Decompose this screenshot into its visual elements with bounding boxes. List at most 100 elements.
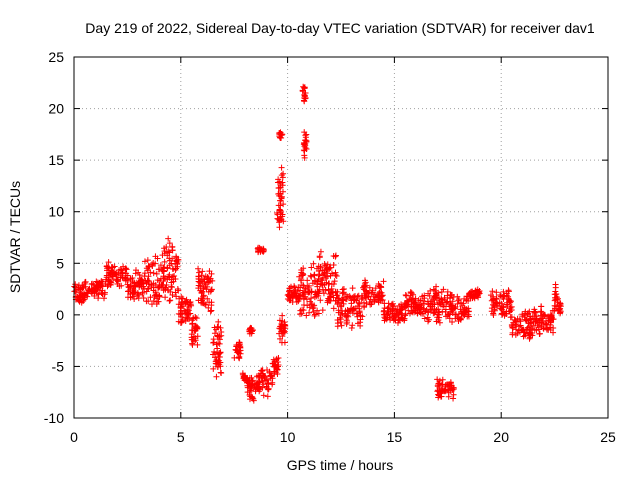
data-point [330, 261, 337, 268]
data-point [402, 291, 409, 298]
data-point [432, 293, 439, 300]
data-point [394, 306, 401, 313]
data-point [171, 273, 178, 280]
data-point [322, 275, 329, 282]
data-point [210, 365, 217, 372]
data-point [216, 359, 223, 366]
data-point [446, 382, 453, 389]
data-point [517, 322, 524, 329]
data-point [164, 265, 171, 272]
data-point [127, 275, 134, 282]
x-tick-label: 15 [387, 429, 403, 445]
data-point [538, 309, 545, 316]
data-point [347, 308, 354, 315]
plot-frame [73, 56, 609, 419]
data-point [435, 391, 442, 398]
data-point [537, 308, 544, 315]
data-point [332, 253, 339, 260]
data-point [446, 315, 453, 322]
data-point [259, 368, 266, 375]
data-point [301, 129, 308, 136]
data-point [308, 264, 315, 271]
data-point [303, 312, 310, 319]
data-point [279, 188, 286, 195]
data-point [72, 284, 79, 291]
data-point [511, 316, 518, 323]
data-point [300, 265, 307, 272]
y-tick-label: 15 [48, 152, 64, 168]
data-point [516, 323, 523, 330]
data-point [277, 184, 284, 191]
data-point [163, 281, 170, 288]
data-point [218, 328, 225, 335]
data-point [208, 287, 215, 294]
data-point [264, 393, 271, 400]
data-point [322, 286, 329, 293]
data-point [256, 373, 263, 380]
data-point [174, 286, 181, 293]
data-point [194, 333, 201, 340]
data-point [338, 322, 345, 329]
data-point [360, 299, 367, 306]
data-point [444, 298, 451, 305]
data-point [273, 356, 280, 363]
data-point [298, 276, 305, 283]
data-point [459, 303, 466, 310]
data-point [301, 154, 308, 161]
data-point [439, 308, 446, 315]
data-point [448, 302, 455, 309]
data-point [162, 274, 169, 281]
data-point [489, 288, 496, 295]
data-point [536, 331, 543, 338]
data-point [474, 292, 481, 299]
data-point [207, 308, 214, 315]
y-tick-label: -5 [52, 358, 65, 374]
data-point [556, 299, 563, 306]
data-point [125, 294, 132, 301]
data-point [547, 311, 554, 318]
data-point [208, 299, 215, 306]
data-point [141, 258, 148, 265]
y-axis-label: SDTVAR / TECUs [7, 181, 23, 293]
data-point [155, 284, 162, 291]
data-point [300, 289, 307, 296]
data-point [403, 292, 410, 299]
data-point [526, 329, 533, 336]
data-point [388, 301, 395, 308]
data-point [291, 284, 298, 291]
data-point [380, 308, 387, 315]
data-point [475, 289, 482, 296]
data-point [416, 301, 423, 308]
data-point [213, 326, 220, 333]
data-point [385, 309, 392, 316]
data-point [443, 299, 450, 306]
data-point [210, 339, 217, 346]
grid-layer [74, 57, 608, 418]
data-point [375, 293, 382, 300]
data-point [193, 324, 200, 331]
data-point [310, 308, 317, 315]
data-point [216, 333, 223, 340]
data-point [421, 300, 428, 307]
data-point [82, 278, 89, 285]
data-point [297, 307, 304, 314]
data-point [106, 277, 113, 284]
data-point [317, 297, 324, 304]
data-point [169, 292, 176, 299]
data-point [471, 295, 478, 302]
data-point [195, 265, 202, 272]
data-point [452, 305, 459, 312]
data-point [176, 295, 183, 302]
data-point [167, 288, 174, 295]
data-point [167, 297, 174, 304]
data-point [327, 272, 334, 279]
data-point [205, 279, 212, 286]
data-point [265, 385, 272, 392]
data-point [301, 143, 308, 150]
y-tick-label: 0 [56, 307, 64, 323]
data-point [213, 341, 220, 348]
data-point [299, 270, 306, 277]
data-point [260, 247, 267, 254]
data-point [136, 271, 143, 278]
data-point [182, 300, 189, 307]
